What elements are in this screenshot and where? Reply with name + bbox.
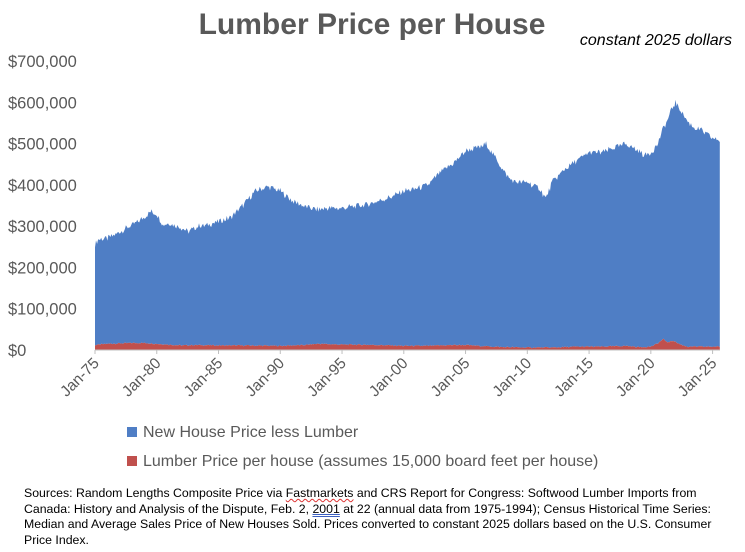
legend-label: Lumber Price per house (assumes 15,000 b… xyxy=(143,453,598,470)
y-tick-label: $600,000 xyxy=(8,94,77,112)
x-tick-label: Jan-05 xyxy=(428,355,474,401)
x-axis: Jan-75 Jan-80 Jan-85 Jan-90 Jan-95 Jan-00 Jan-… xyxy=(57,350,720,400)
sources-text-3: at 22 (annual data from 1975-1994); Cens… xyxy=(24,501,712,547)
legend-label: New House Price less Lumber xyxy=(143,424,359,441)
sources-year: 2001 xyxy=(312,501,340,516)
x-tick-label: Jan-85 xyxy=(181,355,227,401)
legend-swatch xyxy=(127,456,137,466)
legend: New House Price less Lumber Lumber Price … xyxy=(127,424,598,470)
chart-title: Lumber Price per House xyxy=(199,8,546,41)
sources-note: Sources: Random Lengths Composite Price … xyxy=(24,486,724,548)
series-layer xyxy=(95,99,720,351)
legend-swatch xyxy=(127,427,137,437)
y-tick-label: $100,000 xyxy=(8,301,77,319)
y-axis: $700,000 $600,000 $500,000 $400,000 $300,000… xyxy=(8,53,77,360)
x-tick-label: Jan-80 xyxy=(119,355,165,401)
x-tick-label: Jan-75 xyxy=(57,355,103,401)
y-tick-label: $500,000 xyxy=(8,136,77,154)
sources-fastmarkets: Fastmarkets xyxy=(285,486,354,500)
y-tick-label: $700,000 xyxy=(8,53,77,71)
x-tick-label: Jan-95 xyxy=(304,355,350,401)
y-tick-label: $300,000 xyxy=(8,218,77,236)
x-tick-label: Jan-15 xyxy=(551,355,597,401)
y-tick-label: $400,000 xyxy=(8,177,77,195)
series-area-lumber xyxy=(95,338,720,350)
x-tick-label: Jan-25 xyxy=(675,355,721,401)
y-tick-label: $200,000 xyxy=(8,259,77,277)
x-tick-label: Jan-10 xyxy=(490,355,536,401)
lumber-price-chart: Lumber Price per House constant 2025 dol… xyxy=(8,8,732,470)
x-tick-label: Jan-20 xyxy=(613,355,659,401)
y-tick-label: $0 xyxy=(8,342,26,360)
series-area-house xyxy=(95,99,720,349)
x-tick-label: Jan-90 xyxy=(243,355,289,401)
chart-subtitle: constant 2025 dollars xyxy=(580,32,732,49)
sources-text-1: Sources: Random Lengths Composite Price … xyxy=(24,486,286,500)
x-tick-label: Jan-00 xyxy=(366,355,412,401)
sources-text-2: and CRS Report for Congress: Softwood Lu… xyxy=(24,486,697,516)
